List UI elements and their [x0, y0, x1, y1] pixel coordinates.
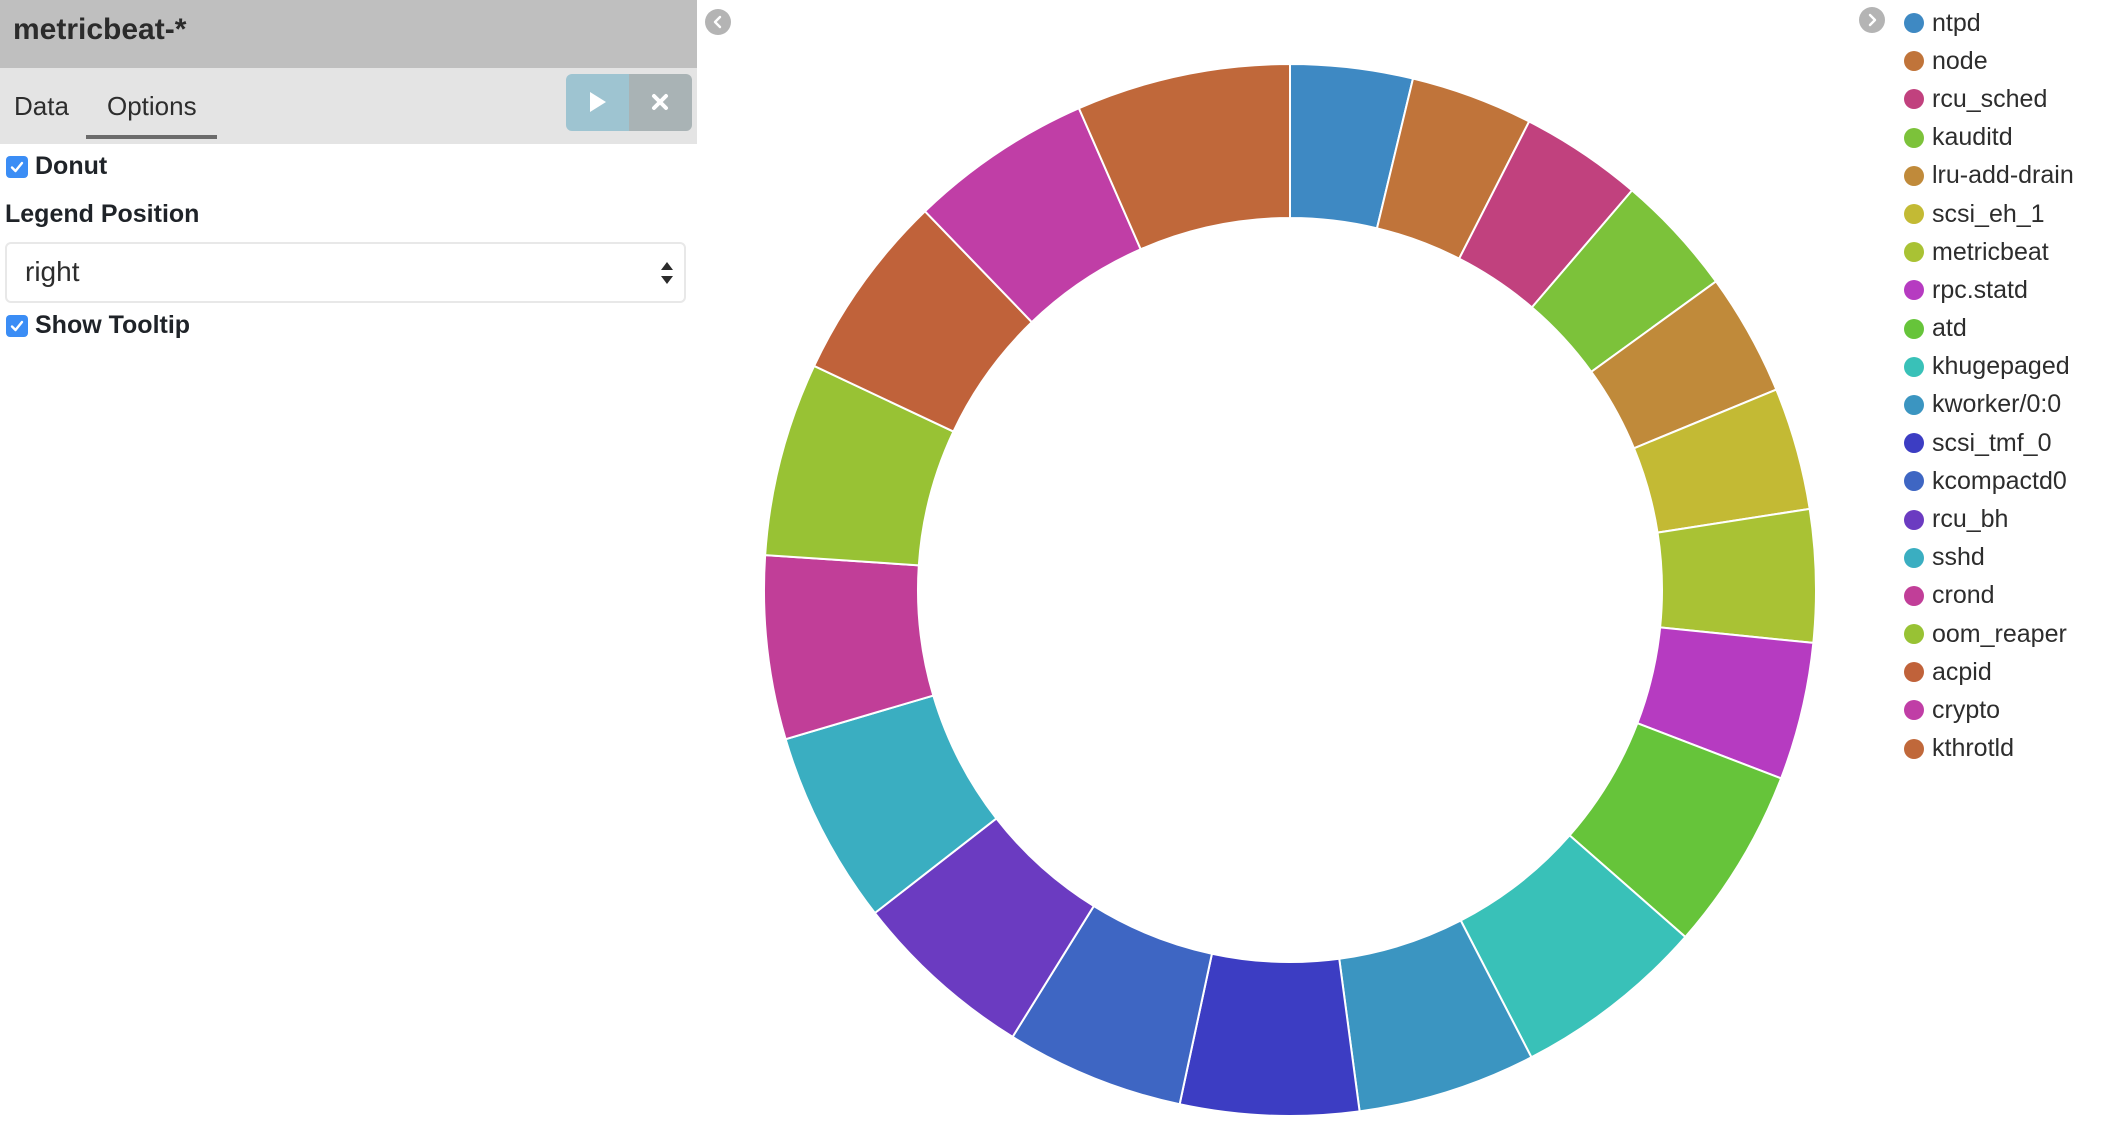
legend-item[interactable]: kauditd	[1904, 119, 2104, 157]
donut-label: Donut	[35, 152, 108, 180]
legend-label: kauditd	[1932, 123, 2013, 152]
legend-label: scsi_eh_1	[1932, 199, 2045, 228]
legend-color-swatch	[1904, 509, 1924, 530]
legend-label: kcompactd0	[1932, 466, 2067, 495]
legend-label: sshd	[1932, 543, 1985, 572]
legend-color-swatch	[1904, 356, 1924, 377]
legend-label: metricbeat	[1932, 237, 2049, 266]
chevron-left-icon	[713, 15, 722, 29]
legend-color-swatch	[1904, 471, 1924, 492]
legend-color-swatch	[1904, 89, 1924, 110]
close-icon	[652, 94, 668, 110]
legend-item[interactable]: scsi_eh_1	[1904, 195, 2104, 233]
legend-color-swatch	[1904, 700, 1924, 721]
legend-item[interactable]: atd	[1904, 310, 2104, 348]
donut-option: Donut	[6, 152, 107, 181]
legend-color-swatch	[1904, 51, 1924, 72]
legend-item[interactable]: metricbeat	[1904, 233, 2104, 271]
show-tooltip-label: Show Tooltip	[35, 311, 191, 339]
legend-item[interactable]: rcu_bh	[1904, 500, 2104, 538]
donut-chart	[763, 62, 1817, 1117]
play-icon	[590, 92, 606, 112]
legend-label: atd	[1932, 314, 1967, 343]
legend-label: rcu_sched	[1932, 84, 2048, 113]
legend-position-select[interactable]: right	[5, 242, 686, 303]
legend-label: oom_reaper	[1932, 619, 2067, 648]
legend-color-swatch	[1904, 13, 1924, 34]
legend-item[interactable]: kthrotld	[1904, 730, 2104, 768]
donut-checkbox[interactable]	[6, 155, 28, 178]
legend-color-swatch	[1904, 127, 1924, 148]
active-tab-indicator	[86, 135, 217, 139]
show-tooltip-checkbox[interactable]	[6, 314, 28, 337]
legend-label: crond	[1932, 581, 1995, 610]
legend-color-swatch	[1904, 662, 1924, 683]
apply-changes-button[interactable]	[566, 74, 629, 131]
tab-data[interactable]: Data	[14, 91, 69, 121]
legend-color-swatch	[1904, 394, 1924, 415]
checkmark-icon	[10, 161, 24, 172]
legend-position-label: Legend Position	[5, 200, 200, 228]
tab-options[interactable]: Options	[107, 91, 197, 121]
legend-item[interactable]: rcu_sched	[1904, 80, 2104, 118]
legend-color-swatch	[1904, 738, 1924, 759]
editor-tabs: Data Options	[0, 68, 697, 144]
donut-slice-kthrotld[interactable]	[1077, 62, 1291, 251]
legend-color-swatch	[1904, 585, 1924, 606]
editor-sidebar: metricbeat-* Data Options Donut	[0, 0, 697, 1132]
legend-label: kthrotld	[1932, 734, 2014, 763]
legend-label: rcu_bh	[1932, 505, 2009, 534]
legend-item[interactable]: crypto	[1904, 691, 2104, 729]
legend-color-swatch	[1904, 318, 1924, 339]
legend-item[interactable]: crond	[1904, 577, 2104, 615]
select-arrows-icon	[661, 262, 673, 284]
chevron-right-icon	[1868, 13, 1877, 27]
legend-item[interactable]: khugepaged	[1904, 348, 2104, 386]
collapse-sidebar-button[interactable]	[705, 9, 731, 35]
legend-item[interactable]: lru-add-drain	[1904, 157, 2104, 195]
legend-color-swatch	[1904, 624, 1924, 645]
legend-label: node	[1932, 46, 1988, 75]
legend-item[interactable]: kworker/0:0	[1904, 386, 2104, 424]
legend-label: kworker/0:0	[1932, 390, 2062, 419]
legend-color-swatch	[1904, 547, 1924, 568]
legend-label: ntpd	[1932, 8, 1981, 37]
legend-color-swatch	[1904, 433, 1924, 454]
legend-item[interactable]: scsi_tmf_0	[1904, 424, 2104, 462]
legend-label: acpid	[1932, 657, 1992, 686]
legend-label: rpc.statd	[1932, 275, 2028, 304]
legend-item[interactable]: kcompactd0	[1904, 462, 2104, 500]
legend-color-swatch	[1904, 280, 1924, 301]
legend-color-swatch	[1904, 242, 1924, 263]
legend-item[interactable]: acpid	[1904, 653, 2104, 691]
index-pattern-title: metricbeat-*	[0, 0, 697, 68]
legend-item[interactable]: rpc.statd	[1904, 271, 2104, 309]
legend-color-swatch	[1904, 165, 1924, 186]
legend-item[interactable]: node	[1904, 42, 2104, 80]
legend-label: scsi_tmf_0	[1932, 428, 2052, 457]
legend-item[interactable]: ntpd	[1904, 4, 2104, 42]
legend-item[interactable]: oom_reaper	[1904, 615, 2104, 653]
show-tooltip-option: Show Tooltip	[6, 311, 190, 340]
legend-color-swatch	[1904, 204, 1924, 225]
legend-label: lru-add-drain	[1932, 161, 2074, 190]
legend-item[interactable]: sshd	[1904, 539, 2104, 577]
discard-changes-button[interactable]	[629, 74, 692, 131]
checkmark-icon	[10, 320, 24, 331]
toggle-legend-button[interactable]	[1859, 7, 1885, 33]
legend-label: khugepaged	[1932, 352, 2070, 381]
legend-position-value: right	[25, 256, 80, 287]
editor-actions	[566, 74, 692, 131]
donut-slice-metricbeat[interactable]	[1656, 507, 1817, 645]
legend-label: crypto	[1932, 695, 2001, 724]
